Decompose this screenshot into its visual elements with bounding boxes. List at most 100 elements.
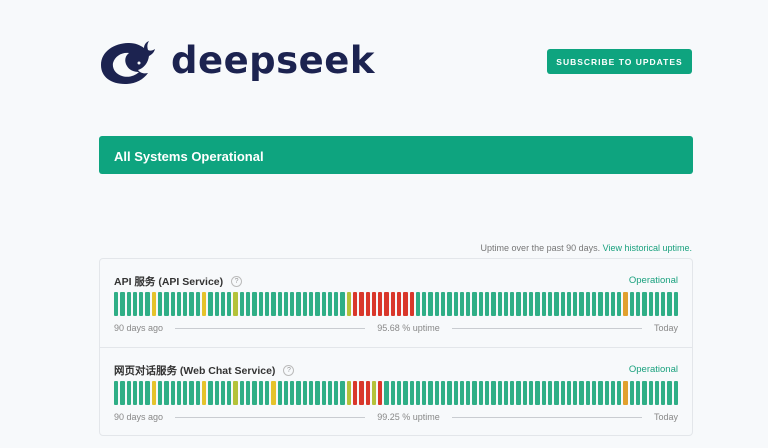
uptime-day-bar[interactable]	[610, 381, 616, 405]
uptime-day-bar[interactable]	[346, 292, 351, 316]
uptime-day-bar[interactable]	[472, 381, 477, 405]
uptime-day-bar[interactable]	[541, 292, 546, 316]
uptime-day-bar[interactable]	[635, 381, 641, 405]
uptime-day-bar[interactable]	[573, 292, 578, 316]
uptime-day-bar[interactable]	[365, 292, 370, 316]
uptime-day-bar[interactable]	[239, 292, 245, 316]
uptime-day-bar[interactable]	[164, 292, 169, 316]
uptime-day-bar[interactable]	[635, 292, 641, 316]
uptime-day-bar[interactable]	[428, 292, 433, 316]
uptime-day-bar[interactable]	[290, 292, 295, 316]
uptime-day-bar[interactable]	[176, 381, 182, 405]
uptime-day-bar[interactable]	[661, 292, 666, 316]
uptime-day-bar[interactable]	[598, 381, 603, 405]
uptime-day-bar[interactable]	[283, 292, 289, 316]
uptime-day-bar[interactable]	[189, 292, 194, 316]
uptime-day-bar[interactable]	[359, 292, 364, 316]
uptime-day-bar[interactable]	[566, 292, 572, 316]
uptime-day-bar[interactable]	[164, 381, 169, 405]
uptime-day-bar[interactable]	[623, 292, 628, 316]
uptime-day-bar[interactable]	[579, 381, 584, 405]
uptime-day-bar[interactable]	[327, 381, 333, 405]
uptime-day-bar[interactable]	[560, 292, 565, 316]
uptime-day-bar[interactable]	[566, 381, 572, 405]
uptime-day-bar[interactable]	[434, 381, 440, 405]
help-icon[interactable]: ?	[283, 365, 295, 376]
uptime-day-bar[interactable]	[629, 381, 634, 405]
uptime-day-bar[interactable]	[453, 292, 458, 316]
uptime-day-bar[interactable]	[409, 381, 414, 405]
uptime-day-bar[interactable]	[346, 381, 351, 405]
uptime-day-bar[interactable]	[554, 292, 559, 316]
uptime-day-bar[interactable]	[409, 292, 414, 316]
uptime-day-bar[interactable]	[617, 381, 622, 405]
uptime-day-bar[interactable]	[673, 292, 678, 316]
uptime-day-bar[interactable]	[264, 292, 270, 316]
uptime-day-bar[interactable]	[390, 381, 395, 405]
uptime-day-bar[interactable]	[397, 292, 402, 316]
uptime-day-bar[interactable]	[516, 381, 521, 405]
uptime-day-bar[interactable]	[573, 381, 578, 405]
uptime-day-bar[interactable]	[591, 292, 597, 316]
uptime-day-bar[interactable]	[296, 292, 301, 316]
uptime-day-bar[interactable]	[673, 381, 678, 405]
uptime-day-bar[interactable]	[202, 292, 207, 316]
uptime-day-bar[interactable]	[258, 292, 263, 316]
uptime-day-bar[interactable]	[485, 292, 490, 316]
view-historical-uptime-link[interactable]: View historical uptime.	[602, 243, 692, 253]
uptime-day-bar[interactable]	[202, 381, 207, 405]
uptime-day-bar[interactable]	[189, 381, 194, 405]
uptime-day-bar[interactable]	[327, 292, 333, 316]
uptime-day-bar[interactable]	[617, 292, 622, 316]
uptime-day-bar[interactable]	[547, 292, 553, 316]
uptime-day-bar[interactable]	[252, 292, 257, 316]
logo[interactable]: deepseek	[99, 37, 375, 87]
uptime-day-bar[interactable]	[334, 381, 339, 405]
uptime-day-bar[interactable]	[422, 292, 427, 316]
uptime-day-bar[interactable]	[441, 381, 446, 405]
uptime-day-bar[interactable]	[541, 381, 546, 405]
uptime-day-bar[interactable]	[459, 292, 465, 316]
uptime-day-bar[interactable]	[227, 381, 232, 405]
uptime-day-bar[interactable]	[642, 381, 647, 405]
uptime-day-bar[interactable]	[277, 292, 282, 316]
uptime-day-bar[interactable]	[195, 292, 201, 316]
uptime-day-bar[interactable]	[522, 381, 528, 405]
uptime-day-bar[interactable]	[422, 381, 427, 405]
uptime-day-bar[interactable]	[378, 292, 383, 316]
uptime-day-bar[interactable]	[158, 292, 163, 316]
uptime-day-bar[interactable]	[529, 381, 534, 405]
uptime-day-bar[interactable]	[277, 381, 282, 405]
uptime-day-bar[interactable]	[415, 381, 421, 405]
uptime-day-bar[interactable]	[604, 292, 609, 316]
uptime-day-bar[interactable]	[132, 292, 138, 316]
uptime-day-bar[interactable]	[648, 381, 653, 405]
uptime-day-bar[interactable]	[491, 292, 496, 316]
uptime-day-bar[interactable]	[290, 381, 295, 405]
uptime-day-bar[interactable]	[340, 381, 345, 405]
uptime-day-bar[interactable]	[302, 292, 307, 316]
uptime-day-bar[interactable]	[114, 381, 119, 405]
uptime-day-bar[interactable]	[365, 381, 370, 405]
uptime-day-bar[interactable]	[384, 381, 389, 405]
uptime-day-bar[interactable]	[120, 381, 125, 405]
uptime-day-bar[interactable]	[516, 292, 521, 316]
uptime-day-bar[interactable]	[120, 292, 125, 316]
uptime-day-bar[interactable]	[114, 292, 119, 316]
uptime-day-bar[interactable]	[661, 381, 666, 405]
uptime-day-bar[interactable]	[547, 381, 553, 405]
uptime-day-bar[interactable]	[283, 381, 289, 405]
uptime-day-bar[interactable]	[453, 381, 458, 405]
uptime-day-bar[interactable]	[384, 292, 389, 316]
uptime-day-bar[interactable]	[239, 381, 245, 405]
uptime-day-bar[interactable]	[352, 292, 358, 316]
uptime-day-bar[interactable]	[132, 381, 138, 405]
uptime-day-bar[interactable]	[667, 292, 672, 316]
uptime-day-bar[interactable]	[264, 381, 270, 405]
uptime-day-bar[interactable]	[233, 292, 238, 316]
uptime-day-bar[interactable]	[321, 381, 326, 405]
uptime-day-bar[interactable]	[415, 292, 421, 316]
uptime-day-bar[interactable]	[170, 381, 175, 405]
uptime-day-bar[interactable]	[397, 381, 402, 405]
uptime-day-bar[interactable]	[308, 292, 314, 316]
